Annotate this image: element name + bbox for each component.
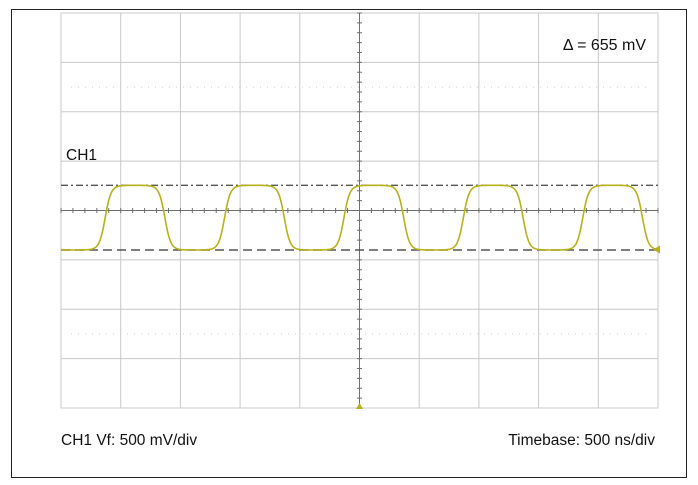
marker-layer [356, 245, 660, 409]
timebase-label: Timebase: 500 ns/div [508, 432, 655, 449]
trigger-level-marker [653, 245, 660, 254]
time-reference-marker [356, 403, 363, 409]
trace-layer [60, 184, 659, 251]
ch1-trace [60, 184, 659, 251]
grid [60, 12, 659, 409]
figure-frame [11, 9, 687, 478]
vertical-scale-label: CH1 Vf: 500 mV/div [61, 432, 198, 449]
channel-label: CH1 [66, 147, 98, 164]
delta-readout: Δ = 655 mV [562, 37, 646, 54]
